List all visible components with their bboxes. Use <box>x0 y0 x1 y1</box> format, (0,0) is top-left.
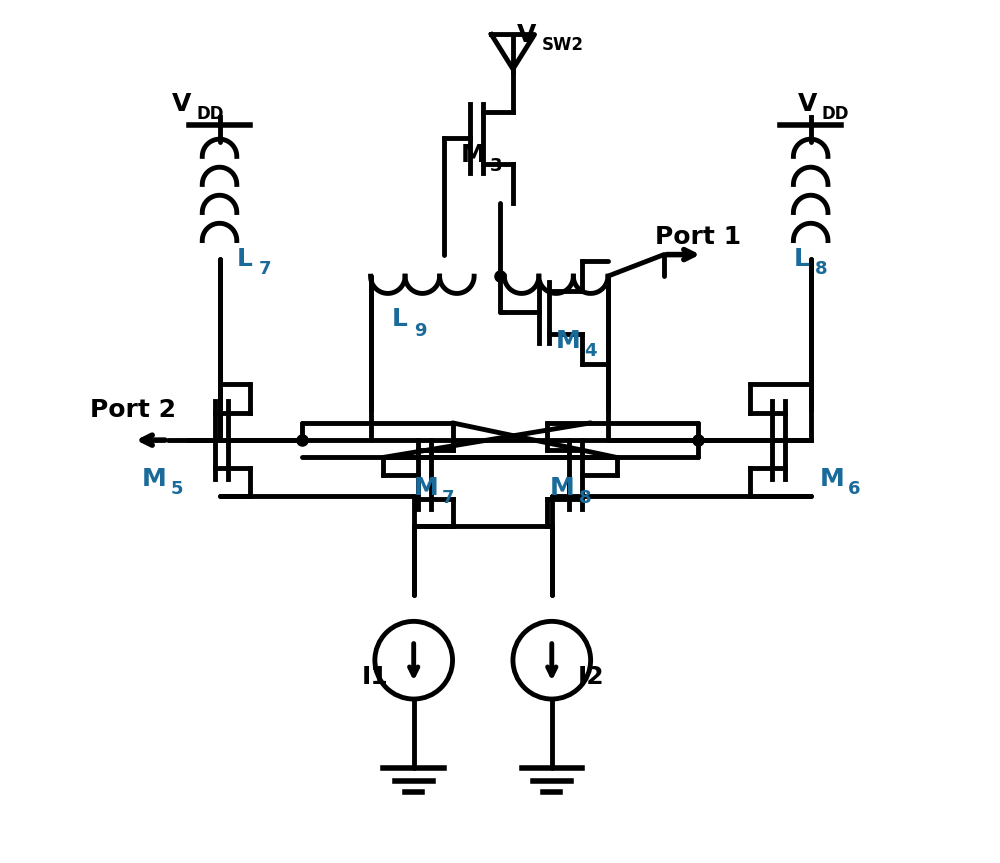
Text: V: V <box>798 91 817 116</box>
Text: DD: DD <box>822 105 849 123</box>
Text: M: M <box>550 476 575 500</box>
Text: I2: I2 <box>578 665 604 690</box>
Text: DD: DD <box>196 105 224 123</box>
Text: I1: I1 <box>362 665 389 690</box>
Text: 8: 8 <box>815 261 828 278</box>
Text: M: M <box>819 467 844 491</box>
Text: SW2: SW2 <box>541 36 583 54</box>
Text: L: L <box>793 247 809 271</box>
Text: 6: 6 <box>848 481 860 498</box>
Text: 3: 3 <box>490 157 502 174</box>
Text: 8: 8 <box>579 489 591 507</box>
Text: L: L <box>392 307 408 331</box>
Text: M: M <box>461 143 486 167</box>
Text: M: M <box>414 476 438 500</box>
Text: M: M <box>556 329 581 353</box>
Text: Port 2: Port 2 <box>90 398 176 422</box>
Text: 4: 4 <box>585 343 597 360</box>
Text: Port 1: Port 1 <box>655 225 741 249</box>
Text: 7: 7 <box>258 261 271 278</box>
Text: L: L <box>237 247 253 271</box>
Text: 5: 5 <box>170 481 183 498</box>
Text: 7: 7 <box>442 489 455 507</box>
Text: 9: 9 <box>414 322 426 339</box>
Text: V: V <box>172 91 191 116</box>
Text: V: V <box>517 22 537 47</box>
Text: M: M <box>142 467 167 491</box>
